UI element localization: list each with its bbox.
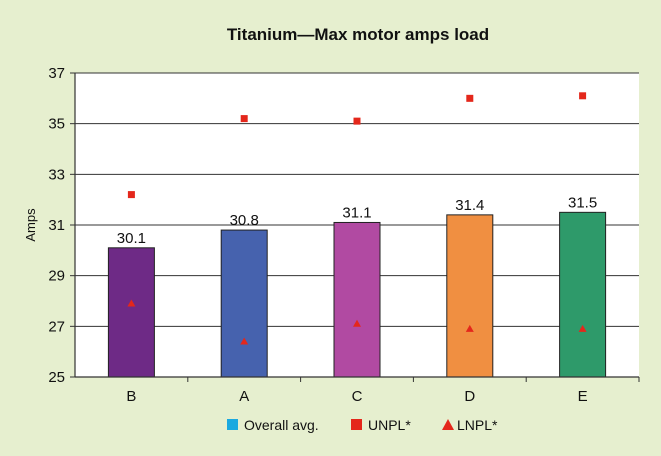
data-labels: 30.1 30.8 31.1 31.4 31.5 [117,194,597,246]
unpl-marker-a [240,115,248,123]
y-tick-label: 27 [48,318,65,335]
x-tick-label: E [578,388,588,405]
bar-d [446,214,494,378]
data-label-c: 31.1 [342,204,371,221]
bar-c [333,221,381,378]
y-tick-label: 29 [48,268,65,285]
legend-label-lnpl: LNPL* [457,417,498,433]
legend-swatch-unpl [351,419,362,430]
legend-label-unpl: UNPL* [368,417,411,433]
lnpl-marker-e [578,324,587,332]
unpl-marker-c [353,117,361,125]
data-label-a: 30.8 [230,212,259,229]
x-tick-label: D [464,388,475,405]
unpl-marker-d [466,94,474,102]
data-label-d: 31.4 [455,197,484,214]
y-tick-label: 37 [48,65,65,82]
y-tick-label: 31 [48,217,65,234]
y-axis-ticks: 25 27 29 31 33 35 37 [48,65,75,386]
bar-b [107,247,155,378]
x-tick-label: B [126,388,136,405]
bars [107,211,607,378]
markers [127,92,587,345]
lnpl-marker-c [353,319,361,327]
data-label-e: 31.5 [568,194,597,211]
x-tick-label: C [352,388,363,405]
legend-swatch-lnpl [442,419,454,430]
y-tick-label: 35 [48,116,65,133]
x-tick-label: A [239,388,249,405]
lnpl-marker-d [465,324,474,332]
bar-a [220,229,268,378]
y-tick-label: 33 [48,166,65,183]
chart-title: Titanium—Max motor amps load [227,25,489,44]
bar-e [559,211,607,378]
unpl-marker-b [127,191,135,199]
legend-label-overall-avg: Overall avg. [244,417,319,433]
legend-swatch-overall-avg [227,419,238,430]
unpl-marker-e [579,92,587,100]
lnpl-marker-a [240,337,249,345]
data-label-b: 30.1 [117,230,146,247]
y-tick-label: 25 [48,369,65,386]
lnpl-marker-b [127,299,136,307]
y-axis-label: Amps [23,208,38,242]
legend: Overall avg. UNPL* LNPL* [227,417,498,433]
